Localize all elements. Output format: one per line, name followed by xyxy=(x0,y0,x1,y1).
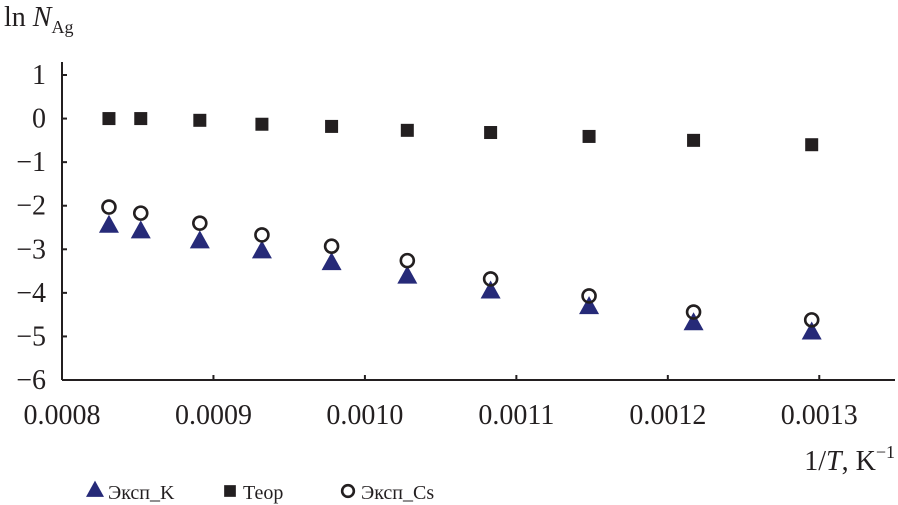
x-tick-label: 0.0009 xyxy=(175,400,252,431)
legend-marker-circle xyxy=(340,483,356,499)
point-circle xyxy=(685,304,702,320)
point-triangle xyxy=(579,296,600,315)
point-triangle xyxy=(98,214,119,233)
x-tick-label: 0.0010 xyxy=(326,400,403,431)
point-triangle xyxy=(130,220,151,239)
point-triangle xyxy=(189,230,210,249)
y-tick-label: −1 xyxy=(16,147,46,178)
point-circle xyxy=(399,252,416,269)
point-circle xyxy=(132,205,149,221)
point-circle xyxy=(581,288,597,304)
point-circle xyxy=(254,227,270,243)
point-triangle xyxy=(321,252,342,271)
point-triangle xyxy=(251,240,272,259)
y-tick-label: −2 xyxy=(16,191,46,222)
point-square xyxy=(805,138,819,152)
x-axis-label: 1/T, K−1 xyxy=(804,442,895,477)
point-circle xyxy=(101,199,117,215)
y-tick-label: 0 xyxy=(32,104,46,135)
point-square xyxy=(193,113,207,127)
point-triangle xyxy=(480,280,501,299)
point-circle xyxy=(323,238,340,255)
x-tick-label: 0.0011 xyxy=(478,400,554,431)
point-square xyxy=(400,123,414,137)
y-tick-label: −6 xyxy=(16,365,46,396)
point-square xyxy=(582,129,596,143)
x-tick-label: 0.0012 xyxy=(629,400,706,431)
legend-marker-square xyxy=(224,485,236,497)
point-square xyxy=(687,133,701,147)
point-square xyxy=(102,112,116,126)
point-square xyxy=(325,119,339,133)
legend: Эксп_K Теор Эксп_Cs xyxy=(86,480,434,504)
legend-label: Теор xyxy=(243,482,283,504)
point-triangle xyxy=(397,265,418,284)
point-square xyxy=(484,126,498,140)
legend-label: Эксп_K xyxy=(108,482,175,504)
point-square xyxy=(134,112,148,126)
y-tick-label: −4 xyxy=(16,278,46,309)
y-axis-label: ln NAg xyxy=(4,2,73,37)
legend-marker-triangle xyxy=(86,480,104,497)
point-circle xyxy=(803,312,820,328)
legend-label: Эксп_Cs xyxy=(361,482,434,504)
y-tick-label: −5 xyxy=(16,321,46,352)
y-tick-label: −3 xyxy=(16,234,46,265)
point-circle xyxy=(192,215,208,231)
point-square xyxy=(255,117,269,131)
x-tick-label: 0.0008 xyxy=(24,400,101,431)
point-triangle xyxy=(801,321,822,340)
y-tick-label: 1 xyxy=(32,60,46,91)
axes: 1 0 −1 −2 −3 −4 −5 −6 0.0008 0.0009 0.0010 0.0011 0.… xyxy=(16,60,895,431)
x-tick-label: 0.0013 xyxy=(781,400,858,431)
data-points xyxy=(98,112,822,340)
point-triangle xyxy=(683,312,704,331)
point-circle xyxy=(482,271,499,287)
